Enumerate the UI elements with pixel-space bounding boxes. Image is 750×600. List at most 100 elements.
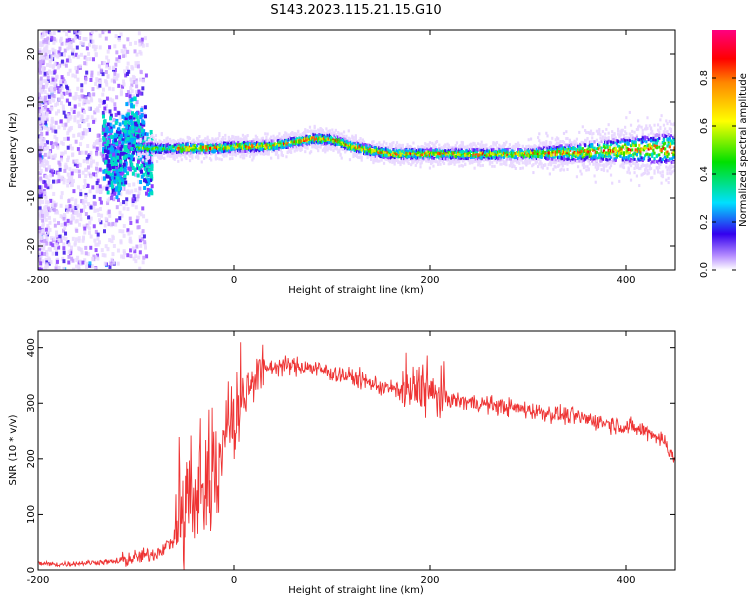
heat-cell bbox=[71, 267, 75, 270]
heat-cell bbox=[248, 150, 252, 154]
heat-cell bbox=[475, 146, 479, 150]
heat-cell bbox=[122, 249, 126, 254]
heat-cell bbox=[108, 138, 112, 143]
heat-cell bbox=[102, 124, 106, 129]
heat-cell bbox=[89, 150, 93, 155]
heat-cell bbox=[191, 153, 194, 157]
heat-cell bbox=[322, 137, 326, 141]
heat-cell bbox=[113, 169, 117, 174]
heat-cell bbox=[39, 158, 43, 163]
heat-cell bbox=[50, 70, 54, 75]
heat-cell bbox=[394, 149, 397, 153]
heat-cell bbox=[50, 89, 54, 94]
heat-cell bbox=[58, 167, 62, 172]
heat-cell bbox=[42, 125, 46, 130]
heat-cell bbox=[364, 143, 367, 147]
heat-cell bbox=[116, 172, 120, 177]
heat-cell bbox=[38, 234, 42, 239]
heat-cell bbox=[234, 153, 237, 157]
heat-cell bbox=[66, 113, 70, 118]
heat-cell bbox=[72, 95, 76, 100]
heat-cell bbox=[351, 136, 354, 140]
heat-cell bbox=[237, 149, 240, 153]
heat-cell bbox=[204, 144, 207, 148]
heat-cell bbox=[372, 155, 375, 159]
heat-cell bbox=[60, 93, 64, 98]
heat-cell bbox=[66, 46, 70, 51]
heat-cell bbox=[373, 153, 376, 157]
heat-cell bbox=[360, 140, 363, 144]
heat-cell bbox=[372, 159, 375, 163]
heat-cell bbox=[200, 152, 203, 156]
heat-cell bbox=[366, 145, 369, 149]
heat-cell bbox=[504, 149, 507, 153]
heat-cell bbox=[51, 251, 55, 256]
heat-cell bbox=[126, 126, 130, 131]
heat-cell bbox=[44, 80, 48, 85]
heat-cell bbox=[278, 147, 281, 151]
heat-cell bbox=[194, 155, 197, 159]
heat-cell bbox=[438, 143, 441, 147]
heat-cell bbox=[85, 156, 89, 161]
heat-cell bbox=[386, 148, 389, 152]
heat-cell bbox=[505, 149, 508, 153]
heat-cell bbox=[228, 150, 232, 154]
heat-cell bbox=[129, 248, 133, 253]
heat-cell bbox=[130, 83, 134, 88]
heat-cell bbox=[117, 157, 121, 162]
heat-cell bbox=[439, 158, 442, 162]
heat-cell bbox=[258, 149, 261, 153]
heat-cell bbox=[64, 162, 68, 167]
heat-cell bbox=[57, 50, 61, 55]
heat-cell bbox=[43, 190, 47, 195]
heat-cell bbox=[144, 147, 147, 151]
heat-cell bbox=[47, 182, 51, 187]
heat-cell bbox=[141, 146, 145, 150]
heat-cell bbox=[46, 127, 50, 132]
heat-cell bbox=[144, 135, 147, 139]
heat-cell bbox=[126, 149, 130, 154]
heat-cell bbox=[497, 153, 500, 157]
heat-cell bbox=[75, 163, 79, 168]
heat-cell bbox=[374, 159, 377, 163]
heat-cell bbox=[213, 141, 216, 145]
heat-cell bbox=[333, 139, 336, 143]
heat-cell bbox=[113, 171, 117, 176]
heat-cell bbox=[253, 151, 256, 155]
heat-cell bbox=[127, 155, 131, 160]
heat-cell bbox=[89, 77, 93, 82]
heat-cell bbox=[361, 142, 364, 146]
heat-cell bbox=[324, 150, 327, 154]
heat-cell bbox=[506, 154, 509, 158]
heat-cell bbox=[67, 249, 71, 254]
heat-cell bbox=[381, 153, 384, 157]
heat-cell bbox=[111, 234, 115, 239]
heat-cell bbox=[220, 141, 223, 145]
heat-cell bbox=[382, 147, 386, 151]
heat-cell bbox=[38, 267, 42, 270]
heat-cell bbox=[141, 144, 145, 148]
heat-cell bbox=[119, 146, 123, 151]
heat-cell bbox=[362, 149, 366, 153]
heat-cell bbox=[50, 54, 54, 59]
heat-cell bbox=[155, 141, 159, 145]
heat-cell bbox=[40, 213, 44, 218]
heat-cell bbox=[211, 141, 214, 145]
heat-cell bbox=[426, 143, 429, 147]
heat-cell bbox=[422, 156, 426, 160]
heat-cell bbox=[89, 216, 93, 221]
heat-cell bbox=[364, 152, 367, 156]
heat-cell bbox=[366, 147, 369, 151]
heat-cell bbox=[266, 152, 269, 156]
heat-cell bbox=[497, 157, 500, 161]
heat-cell bbox=[435, 155, 439, 159]
heat-cell bbox=[62, 107, 66, 112]
heat-cell bbox=[66, 178, 70, 183]
heat-cell bbox=[452, 147, 455, 151]
heat-cell bbox=[163, 148, 166, 152]
heat-cell bbox=[65, 98, 69, 103]
heat-cell bbox=[206, 145, 209, 149]
heat-cell bbox=[73, 36, 77, 41]
heat-cell bbox=[245, 145, 248, 149]
heat-cell bbox=[143, 152, 146, 156]
